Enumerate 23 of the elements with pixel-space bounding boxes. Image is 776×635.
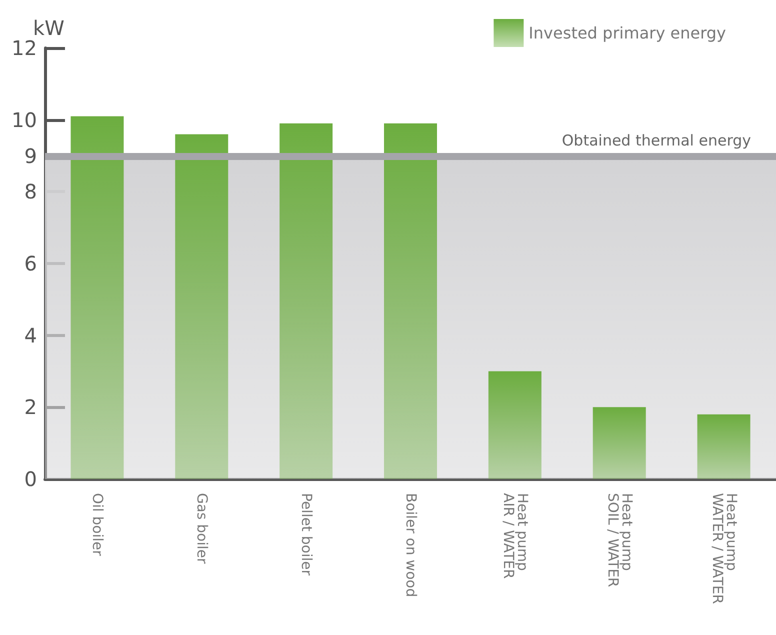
x-tick-label: Pellet boiler [298,493,314,576]
y-tick-label: 9 [24,144,37,168]
x-tick-label: Gas boiler [194,493,210,564]
bar [488,371,542,479]
y-tick-label: 4 [24,323,37,348]
y-tick-label: 2 [24,395,37,420]
bar [70,116,124,479]
x-tick-label: Heat pump WATER / WATER [708,493,739,604]
ref-line-label: Obtained thermal energy [562,131,752,150]
y-tick-label: 10 [12,108,37,132]
bar [280,123,333,479]
bar [592,407,646,479]
bar [697,414,750,479]
x-tick-label: Heat pump SOIL / WATER [604,493,634,588]
bar [175,134,228,479]
y-tick-label: 6 [24,252,37,276]
x-tick-label: Boiler on wood [402,493,418,598]
x-tick-label: Heat pump AIR / WATER [500,493,530,580]
bar [384,123,437,479]
x-tick-label: Oil boiler [89,493,106,556]
y-tick-label: 0 [24,467,37,491]
legend-label: Invested primary energy [528,24,726,42]
y-tick-label: 8 [24,180,37,204]
